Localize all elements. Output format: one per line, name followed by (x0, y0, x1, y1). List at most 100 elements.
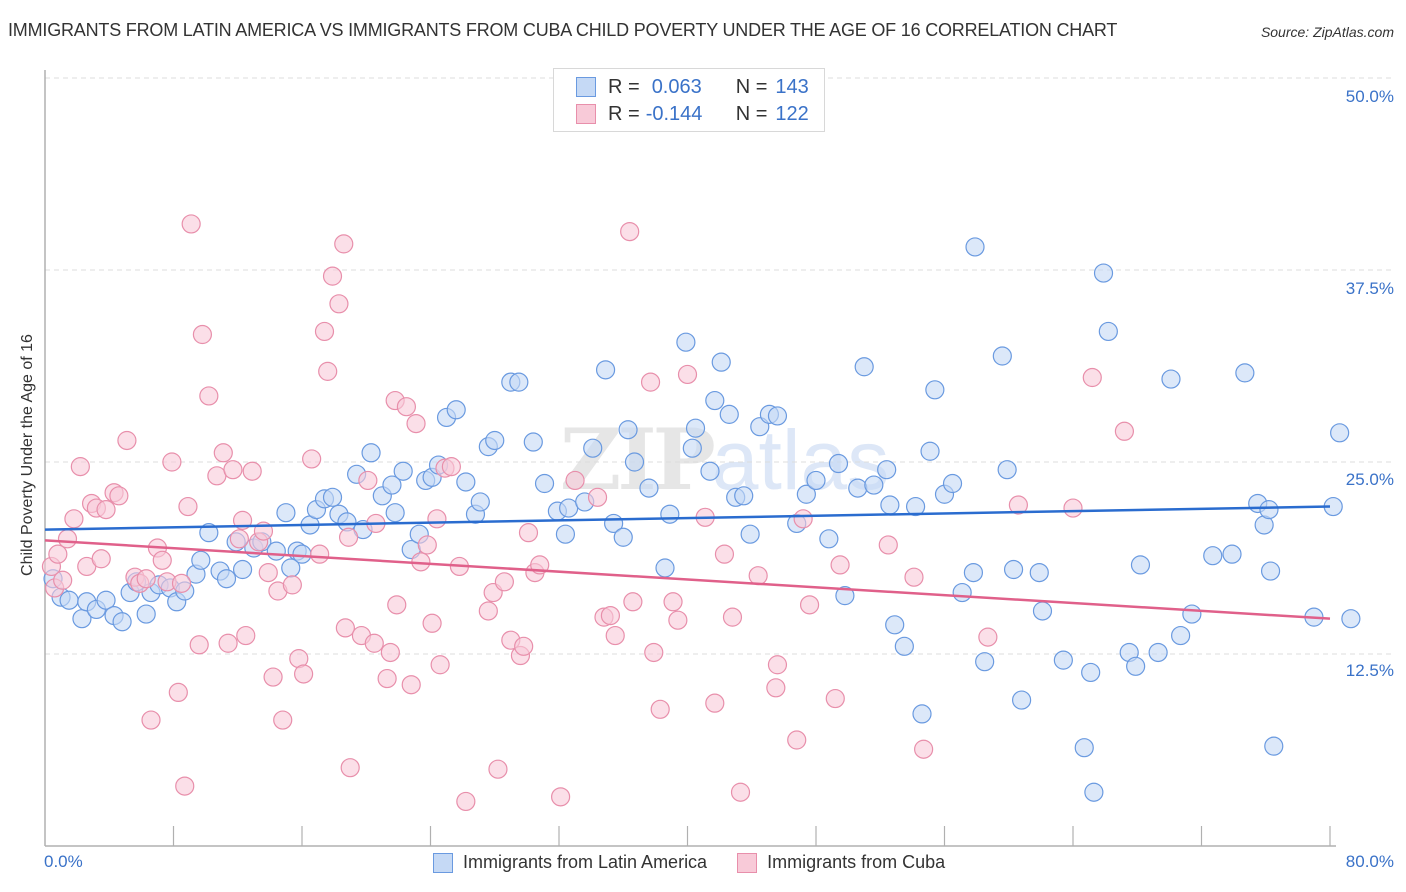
data-point (1126, 656, 1146, 676)
data-point (587, 487, 608, 507)
data-point (806, 470, 826, 491)
data-point (676, 332, 696, 352)
data-point (340, 758, 360, 778)
data-point (175, 776, 195, 796)
data-point (848, 478, 868, 498)
data-point (1029, 562, 1049, 583)
data-point (668, 610, 688, 630)
data-point (509, 372, 529, 392)
data-point (181, 214, 201, 234)
r-label: R = (608, 75, 640, 98)
data-point (318, 361, 338, 381)
data-point (171, 573, 192, 593)
axes (44, 70, 1336, 847)
data-point (1032, 601, 1053, 621)
data-point (282, 575, 302, 595)
data-point (583, 438, 603, 458)
data-point (377, 668, 397, 689)
data-point (322, 266, 343, 286)
data-point (456, 791, 476, 812)
data-point (796, 484, 816, 504)
data-point (53, 570, 73, 590)
data-point (427, 509, 447, 529)
data-point (361, 443, 381, 463)
data-point (905, 496, 926, 517)
stats-legend: R = 0.063 N = 143 R = -0.144 N = 122 (553, 68, 825, 132)
data-point (358, 470, 378, 491)
data-point (1081, 662, 1101, 683)
data-point (740, 524, 760, 544)
legend-swatch-pink (737, 852, 758, 873)
data-point (387, 595, 407, 615)
r-label: R = (608, 102, 640, 125)
data-point (263, 667, 283, 687)
data-point (485, 430, 505, 451)
legend-item-cuba[interactable]: Immigrants from Cuba (737, 852, 945, 873)
data-point (766, 678, 786, 698)
data-point (136, 569, 156, 589)
data-point (613, 527, 633, 547)
data-point (1074, 738, 1094, 758)
data-point (136, 604, 156, 624)
data-point (830, 555, 850, 575)
data-point (1235, 363, 1255, 383)
y-tick-label: 37.5% (1345, 279, 1394, 298)
legend-item-latin-america[interactable]: Immigrants from Latin America (433, 852, 707, 873)
data-point (1171, 625, 1191, 646)
legend-row-latin-america: R = 0.063 N = 143 (576, 75, 809, 99)
data-point (329, 294, 349, 314)
data-point (963, 562, 984, 583)
r-value: 0.063 (651, 75, 702, 98)
data-point (338, 527, 359, 547)
data-point (1203, 546, 1223, 566)
data-point (396, 397, 417, 417)
data-point (478, 601, 498, 621)
data-point (623, 592, 643, 612)
data-point (978, 627, 998, 647)
n-label: N = (735, 75, 768, 98)
data-point (1082, 367, 1102, 388)
data-point (925, 380, 945, 400)
data-point (322, 487, 343, 507)
data-point (618, 420, 638, 440)
data-point (639, 478, 659, 498)
n-value: 122 (775, 102, 809, 125)
data-point (835, 586, 855, 606)
data-point (393, 461, 413, 481)
data-point (364, 633, 384, 653)
data-point (266, 541, 286, 561)
data-point (555, 524, 576, 544)
r-value: -0.144 (645, 102, 703, 125)
data-point (518, 523, 539, 543)
data-point (276, 503, 296, 523)
data-point (494, 572, 514, 592)
data-point (236, 625, 256, 646)
data-point (734, 486, 754, 506)
data-point (819, 529, 839, 549)
data-point (401, 675, 421, 695)
y-axis-label: Child Poverty Under the Age of 16 (19, 334, 36, 576)
data-point (1114, 421, 1135, 441)
data-point (1259, 500, 1279, 520)
data-point (189, 635, 209, 655)
legend-label: Immigrants from Latin America (463, 852, 708, 872)
data-point (1130, 555, 1151, 575)
data-point (864, 475, 884, 495)
y-tick-label: 12.5% (1345, 661, 1394, 680)
n-value: 143 (775, 75, 809, 98)
data-point (565, 470, 585, 491)
data-point (914, 739, 934, 759)
data-point (1161, 369, 1181, 389)
data-point (199, 523, 219, 543)
data-point (112, 612, 132, 632)
data-point (302, 449, 322, 469)
data-point (1148, 642, 1168, 663)
data-point (644, 642, 664, 663)
data-point (605, 625, 625, 646)
source-label: Source: ZipAtlas.com (1260, 24, 1394, 40)
data-point (488, 759, 508, 779)
data-point (48, 544, 68, 564)
data-point (96, 500, 116, 520)
data-point (213, 443, 233, 463)
data-point (854, 357, 874, 377)
